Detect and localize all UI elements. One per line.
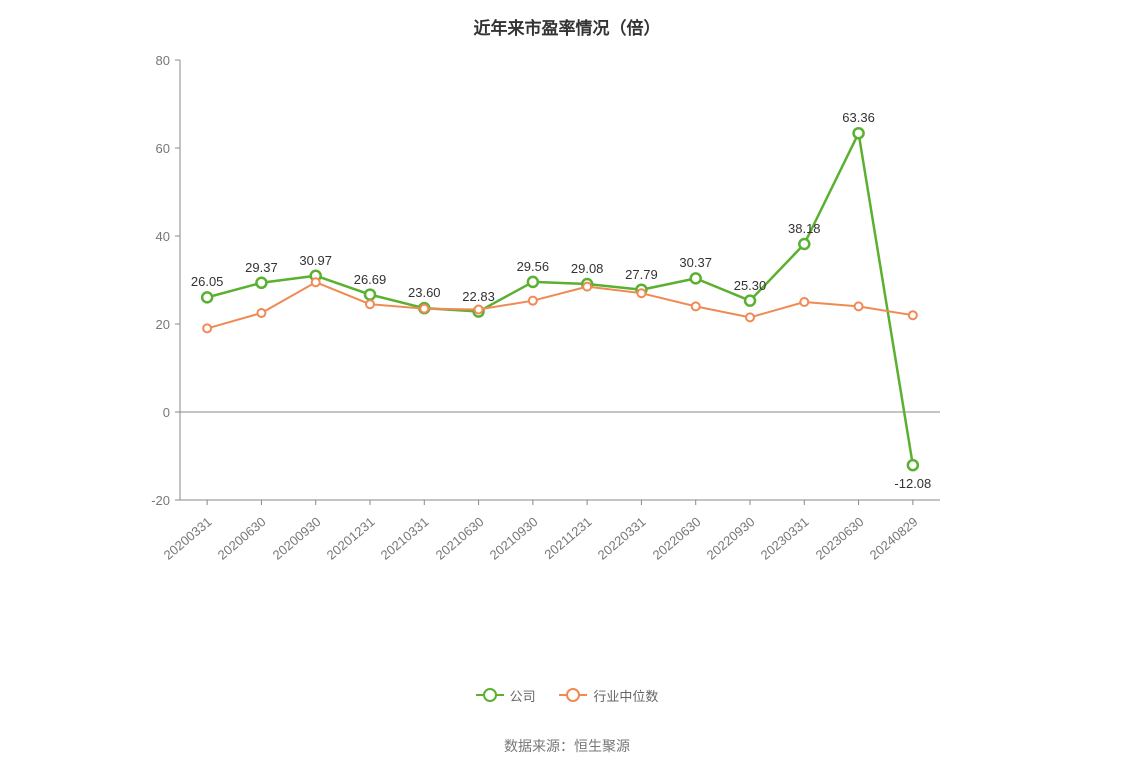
pe-ratio-chart: 近年来市盈率情况（倍） -20020406080 202003312020063… bbox=[0, 0, 1134, 766]
series-data-label: 38.18 bbox=[788, 221, 821, 236]
legend-marker-company bbox=[483, 688, 497, 702]
y-tick-label: 40 bbox=[156, 229, 170, 244]
y-tick-label: 20 bbox=[156, 317, 170, 332]
series-data-label: 30.37 bbox=[679, 255, 712, 270]
series-marker bbox=[800, 298, 808, 306]
series-marker bbox=[745, 296, 755, 306]
series-data-label: 23.60 bbox=[408, 285, 441, 300]
series-data-label: 29.37 bbox=[245, 260, 278, 275]
legend-line-median bbox=[559, 694, 587, 696]
series-data-label: 22.83 bbox=[462, 289, 495, 304]
series-data-label: 27.79 bbox=[625, 267, 658, 282]
series-data-label: 30.97 bbox=[299, 253, 332, 268]
y-tick-label: 80 bbox=[156, 53, 170, 68]
series-marker bbox=[203, 324, 211, 332]
series-marker bbox=[692, 302, 700, 310]
legend-line-company bbox=[476, 694, 504, 696]
y-tick-label: 0 bbox=[163, 405, 170, 420]
legend-label-median: 行业中位数 bbox=[593, 686, 658, 705]
legend-label-company: 公司 bbox=[510, 686, 536, 705]
series-marker bbox=[257, 309, 265, 317]
series-marker bbox=[312, 278, 320, 286]
legend-marker-median bbox=[566, 688, 580, 702]
series-data-label: -12.08 bbox=[894, 476, 931, 491]
series-data-label: 25.30 bbox=[734, 278, 767, 293]
y-tick-label: -20 bbox=[151, 493, 170, 508]
series-marker bbox=[366, 300, 374, 308]
chart-svg bbox=[0, 0, 1134, 766]
series-marker bbox=[637, 289, 645, 297]
series-marker bbox=[854, 128, 864, 138]
series-marker bbox=[202, 292, 212, 302]
series-data-label: 29.56 bbox=[517, 259, 550, 274]
series-data-label: 29.08 bbox=[571, 261, 604, 276]
legend-item-company: 公司 bbox=[476, 686, 536, 705]
series-marker bbox=[799, 239, 809, 249]
series-marker bbox=[909, 311, 917, 319]
series-marker bbox=[855, 302, 863, 310]
series-marker bbox=[746, 313, 754, 321]
series-marker bbox=[529, 297, 537, 305]
y-tick-label: 60 bbox=[156, 141, 170, 156]
series-data-label: 26.05 bbox=[191, 274, 224, 289]
series-marker bbox=[583, 283, 591, 291]
series-marker bbox=[528, 277, 538, 287]
series-marker bbox=[420, 305, 428, 313]
series-marker bbox=[365, 290, 375, 300]
series-data-label: 63.36 bbox=[842, 110, 875, 125]
legend: 公司 行业中位数 bbox=[0, 684, 1134, 705]
series-marker bbox=[908, 460, 918, 470]
data-source: 数据来源：恒生聚源 bbox=[0, 736, 1134, 756]
legend-item-median: 行业中位数 bbox=[559, 686, 658, 705]
series-marker bbox=[691, 273, 701, 283]
series-marker bbox=[256, 278, 266, 288]
series-data-label: 26.69 bbox=[354, 272, 387, 287]
series-marker bbox=[475, 305, 483, 313]
